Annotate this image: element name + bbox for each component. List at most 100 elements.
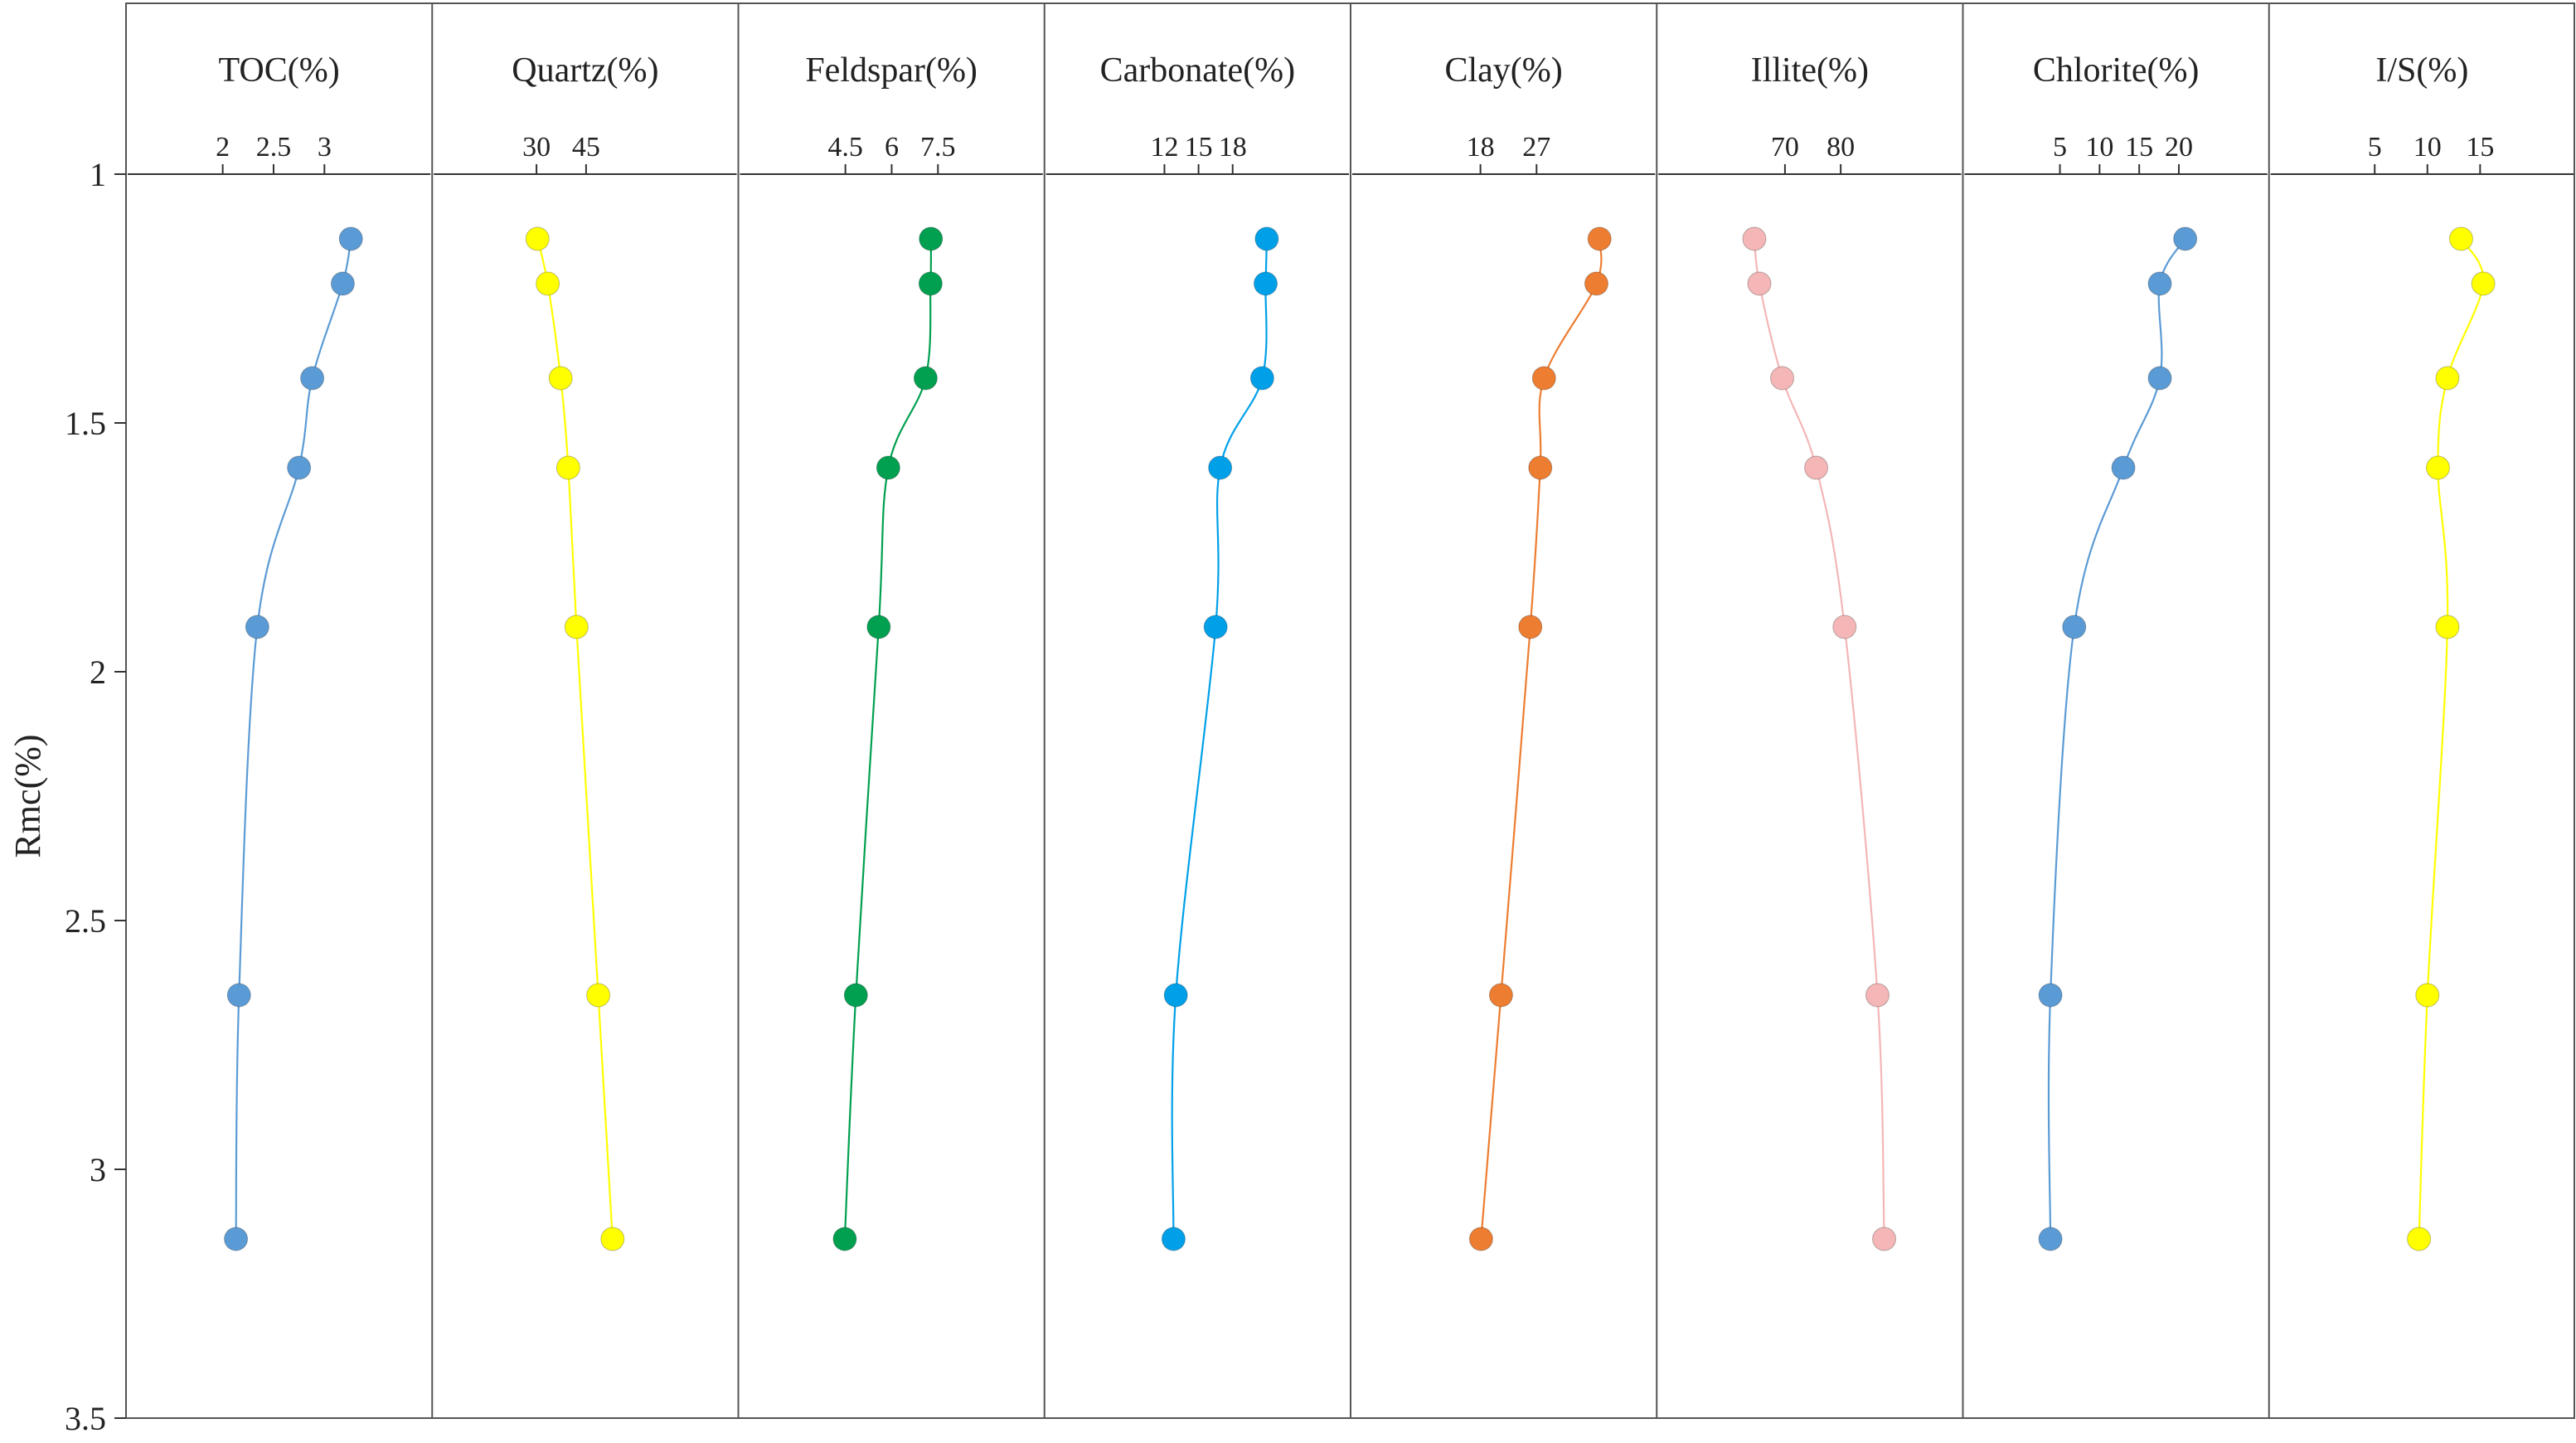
series-line xyxy=(2418,238,2485,1240)
data-point xyxy=(2471,271,2496,296)
panel-title: Feldspar(%) xyxy=(805,51,978,90)
data-point xyxy=(2038,1227,2063,1251)
data-point xyxy=(525,226,550,251)
x-tick-label: 4.5 xyxy=(827,132,863,163)
y-tick-label: 2 xyxy=(90,653,106,691)
data-point xyxy=(1742,226,1767,251)
x-tick-label: 45 xyxy=(572,132,600,163)
y-axis-title: Rmc(%) xyxy=(7,734,48,858)
series-line xyxy=(235,238,352,1240)
panel-title: I/S(%) xyxy=(2375,51,2468,90)
data-point xyxy=(2147,366,2172,391)
data-point xyxy=(330,271,355,296)
data-point xyxy=(1832,615,1857,639)
data-point xyxy=(2147,271,2172,296)
data-point xyxy=(2415,983,2440,1008)
data-point xyxy=(226,983,251,1008)
data-point xyxy=(1253,271,1278,296)
x-tick-label: 7.5 xyxy=(920,132,956,163)
x-tick-label: 15 xyxy=(2466,132,2494,163)
data-point xyxy=(586,983,611,1008)
data-point xyxy=(1528,455,1553,480)
series-line xyxy=(1171,238,1268,1240)
x-tick-label: 5 xyxy=(2053,132,2067,163)
data-point xyxy=(1254,226,1279,251)
data-point xyxy=(2435,615,2460,639)
data-point xyxy=(536,271,560,296)
data-point xyxy=(338,226,363,251)
data-point xyxy=(1587,226,1612,251)
series-line xyxy=(1753,238,1885,1240)
y-tick-label: 1 xyxy=(90,156,106,193)
x-tick-label: 5 xyxy=(2368,132,2382,163)
panel-title: Illite(%) xyxy=(1751,51,1869,90)
x-tick-label: 30 xyxy=(522,132,551,163)
data-point xyxy=(564,615,589,639)
data-point xyxy=(1584,271,1608,296)
data-point xyxy=(2407,1227,2432,1251)
data-point xyxy=(2111,455,2136,480)
x-tick-label: 15 xyxy=(1185,132,1213,163)
data-point xyxy=(1203,615,1228,639)
data-point xyxy=(832,1227,857,1251)
x-tick-label: 27 xyxy=(1522,132,1550,163)
data-point xyxy=(2425,455,2450,480)
data-point xyxy=(2038,983,2063,1008)
series-line xyxy=(843,238,933,1240)
data-point xyxy=(866,615,891,639)
data-point xyxy=(1488,983,1513,1008)
panel-title: Carbonate(%) xyxy=(1100,51,1296,90)
series-line xyxy=(2047,238,2186,1240)
x-tick-label: 12 xyxy=(1150,132,1178,163)
y-tick-label: 2.5 xyxy=(65,902,106,940)
data-point xyxy=(2062,615,2087,639)
data-point xyxy=(1163,983,1188,1008)
data-point xyxy=(1865,983,1890,1008)
data-point xyxy=(876,455,900,480)
series-line xyxy=(1480,238,1603,1240)
series-line xyxy=(536,238,614,1240)
data-point xyxy=(1249,366,1274,391)
x-tick-label: 2.5 xyxy=(256,132,292,163)
panel-title: Chlorite(%) xyxy=(2033,51,2200,90)
data-point xyxy=(913,366,938,391)
x-tick-label: 70 xyxy=(1771,132,1799,163)
data-point xyxy=(1518,615,1543,639)
data-point xyxy=(1872,1227,1897,1251)
x-tick-label: 20 xyxy=(2165,132,2193,163)
data-point xyxy=(2173,226,2198,251)
x-tick-label: 10 xyxy=(2085,132,2113,163)
y-tick-label: 3 xyxy=(90,1151,106,1188)
data-point xyxy=(919,226,944,251)
data-point xyxy=(600,1227,625,1251)
y-tick-label: 3.5 xyxy=(65,1400,106,1437)
panel-title: TOC(%) xyxy=(219,51,340,90)
data-point xyxy=(2435,366,2460,391)
x-tick-label: 3 xyxy=(318,132,332,163)
data-point xyxy=(224,1227,249,1251)
x-tick-label: 2 xyxy=(216,132,230,163)
x-tick-label: 18 xyxy=(1467,132,1495,163)
data-point xyxy=(1208,455,1233,480)
data-point xyxy=(300,366,325,391)
data-point xyxy=(1161,1227,1186,1251)
x-tick-label: 18 xyxy=(1219,132,1247,163)
data-point xyxy=(1747,271,1772,296)
data-point xyxy=(918,271,943,296)
x-tick-label: 80 xyxy=(1826,132,1855,163)
panel-title: Clay(%) xyxy=(1444,51,1562,90)
x-tick-label: 15 xyxy=(2125,132,2153,163)
x-tick-label: 10 xyxy=(2413,132,2442,163)
data-point xyxy=(843,983,868,1008)
y-tick-label: 1.5 xyxy=(65,405,106,442)
panel-title: Quartz(%) xyxy=(512,51,658,90)
data-point xyxy=(245,615,269,639)
data-point xyxy=(1531,366,1556,391)
data-point xyxy=(555,455,580,480)
x-tick-label: 6 xyxy=(885,132,899,163)
data-point xyxy=(2448,226,2473,251)
data-point xyxy=(548,366,573,391)
data-point xyxy=(1804,455,1829,480)
data-point xyxy=(1770,366,1795,391)
